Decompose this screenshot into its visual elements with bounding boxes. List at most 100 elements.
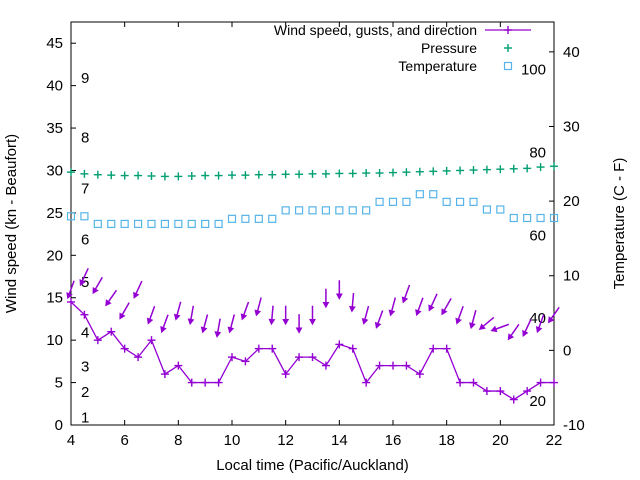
wind-speed-marker (442, 344, 451, 353)
temperature-marker (375, 197, 384, 206)
wind-direction-arrow (160, 314, 169, 334)
plot-border (70, 21, 555, 426)
pressure-marker (321, 169, 330, 178)
temperature-marker (509, 213, 518, 223)
beaufort-label: 4 (81, 325, 89, 342)
wind-speed-marker (107, 327, 116, 336)
temperature-marker (335, 206, 344, 215)
temperature-marker (415, 190, 424, 199)
wind-direction-arrow (507, 323, 520, 341)
x-tick-label: 14 (331, 432, 348, 449)
pressure-marker (107, 171, 116, 180)
wind-speed-marker (321, 361, 330, 370)
pressure-marker (402, 168, 411, 177)
temperature-marker (442, 197, 451, 206)
pressure-marker (201, 171, 210, 180)
fahrenheit-label: 20 (529, 393, 546, 410)
wind-direction-arrow (361, 305, 370, 325)
wind-direction-arrow (490, 323, 510, 333)
wind-speed-marker (523, 387, 532, 396)
wind-direction-arrow (469, 310, 477, 330)
pressure-marker (187, 171, 196, 180)
pressure-marker (469, 166, 478, 175)
wind-direction-arrow (455, 305, 464, 325)
wind-speed-marker (550, 378, 558, 387)
pressure-marker (456, 166, 465, 175)
temperature-marker (523, 213, 532, 223)
wind-direction-arrow (388, 297, 397, 317)
pressure-marker (442, 166, 451, 175)
y-tick-label-left: 35 (46, 120, 63, 137)
beaufort-label: 9 (81, 70, 89, 87)
pressure-marker (389, 168, 397, 177)
x-tick-label: 12 (277, 432, 294, 449)
beaufort-label: 5 (81, 274, 89, 291)
temperature-marker (496, 205, 505, 214)
temperature-marker (308, 206, 317, 215)
wind-direction-arrow (66, 280, 75, 300)
wind-speed-marker (67, 297, 75, 306)
wind-speed-marker (536, 378, 545, 387)
x-tick-label: 4 (67, 432, 75, 449)
temperature-marker (93, 219, 102, 229)
x-tick-label: 16 (385, 432, 402, 449)
wind-direction-arrow (441, 298, 452, 316)
wind-direction-arrow (401, 284, 411, 304)
temperature-marker (107, 219, 116, 229)
wind-direction-arrow (282, 305, 290, 326)
x-tick-label: 6 (120, 432, 128, 449)
legend-marker-2 (503, 61, 513, 71)
pressure-marker (523, 164, 532, 173)
wind-speed-marker (469, 378, 478, 387)
wind-speed-marker (187, 378, 196, 387)
x-tick-label: 22 (546, 432, 563, 449)
wind-direction-arrow (428, 293, 438, 312)
temperature-marker (362, 206, 371, 215)
y-tick-label-right: 40 (563, 44, 580, 61)
wind-direction-arrow (79, 268, 89, 287)
legend-label-2: Temperature (398, 58, 477, 74)
wind-direction-arrow (227, 314, 236, 334)
wind-direction-arrow (254, 297, 262, 317)
legend-marker-1 (504, 44, 512, 52)
fahrenheit-label: 100 (521, 61, 546, 78)
temperature-marker (429, 190, 438, 199)
wind-speed-marker (268, 344, 277, 353)
pressure-marker (174, 172, 183, 181)
pressure-marker (120, 171, 129, 180)
temperature-marker (227, 214, 237, 223)
pressure-marker (536, 163, 545, 172)
pressure-marker (268, 170, 277, 179)
beaufort-label: 6 (81, 231, 89, 248)
y-tick-label-left: 40 (46, 78, 63, 95)
pressure-marker (308, 169, 317, 178)
temperature-marker (254, 214, 263, 223)
wind-direction-arrow (105, 289, 118, 307)
temperature-marker (201, 219, 210, 229)
wind-speed-marker (415, 370, 424, 379)
pressure-marker (348, 169, 357, 178)
wind-speed-marker (120, 344, 129, 353)
y-axis-title-right: Temperature (C - F) (611, 158, 628, 290)
wind-direction-arrow (309, 305, 316, 326)
pressure-marker (241, 171, 250, 180)
legend-label-0: Wind speed, gusts, and direction (274, 22, 477, 38)
temperature-marker (536, 213, 545, 223)
wind-speed-marker (281, 370, 290, 379)
wind-speed-marker (80, 310, 89, 319)
wind-speed-marker (160, 370, 169, 379)
temperature-marker (120, 219, 129, 229)
wind-direction-arrow (133, 280, 143, 299)
beaufort-label: 1 (81, 410, 89, 427)
temperature-marker (66, 212, 76, 221)
wind-direction-arrow (374, 310, 384, 329)
y-tick-label-left: 15 (46, 290, 63, 307)
temperature-marker (241, 214, 250, 223)
pressure-marker (228, 171, 236, 180)
wind-speed-marker (93, 336, 102, 345)
wind-direction-arrow (119, 302, 130, 320)
temperature-marker (402, 197, 411, 206)
pressure-marker (415, 167, 424, 176)
pressure-marker (335, 169, 344, 178)
